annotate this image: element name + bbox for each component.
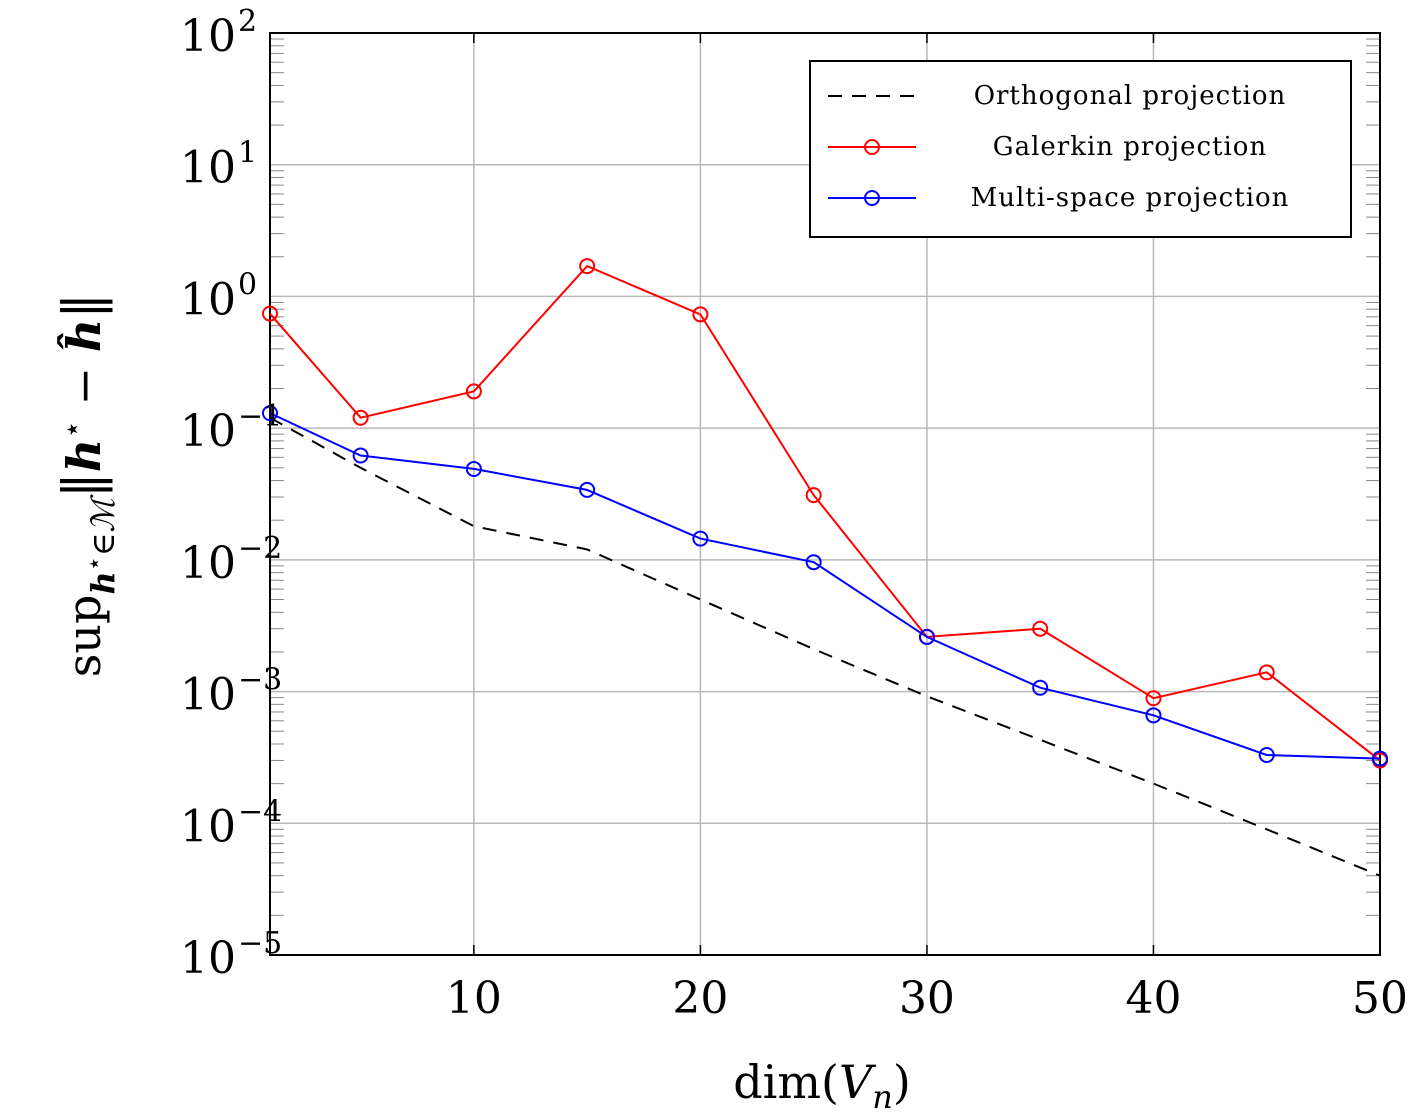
y-tick-exponent: −3 <box>238 663 282 698</box>
y-tick-exponent: 0 <box>238 267 257 302</box>
data-point <box>262 305 278 322</box>
y-tick-exponent: −1 <box>238 399 282 434</box>
data-point <box>1145 707 1162 724</box>
plot-area <box>269 32 1381 956</box>
data-point <box>1372 750 1388 767</box>
legend-marker <box>864 139 880 155</box>
y-tick-label: 10 <box>180 406 236 457</box>
legend-box <box>809 60 1352 238</box>
x-axis-title: dim(Vn) <box>733 1055 911 1116</box>
data-point <box>692 530 709 547</box>
x-axis-tick-labels: 10 20 30 40 50 <box>446 973 1408 1024</box>
y-tick-label: 10 <box>180 538 236 589</box>
data-point <box>1258 746 1275 763</box>
data-point <box>465 460 482 477</box>
y-tick-exponent: −5 <box>238 926 282 961</box>
x-tick-label: 50 <box>1352 973 1408 1024</box>
legend-label: Galerkin projection <box>993 132 1267 162</box>
legend-label: Multi-space projection <box>971 183 1290 213</box>
y-tick-label: 10 <box>180 670 236 721</box>
y-tick-exponent: 1 <box>238 136 257 171</box>
data-point <box>352 447 369 464</box>
series-line-1 <box>269 264 1381 762</box>
x-tick-label: 30 <box>899 973 955 1024</box>
x-tick-label: 10 <box>446 973 502 1024</box>
y-tick-label: 10 <box>180 933 236 984</box>
data-point <box>692 306 709 323</box>
series-lines <box>262 258 1388 877</box>
x-tick-label: 40 <box>1125 973 1181 1024</box>
data-point <box>579 258 596 275</box>
y-axis-title: suph⋆∈ℳ‖h⋆ − ĥ‖ <box>53 293 122 677</box>
y-tick-label: 10 <box>180 143 236 194</box>
data-point <box>262 405 278 422</box>
data-point <box>918 628 935 645</box>
data-point <box>1032 620 1049 637</box>
legend-label: Orthogonal projection <box>974 81 1287 111</box>
series-line-2 <box>269 412 1381 760</box>
y-tick-exponent: 2 <box>238 4 257 39</box>
legend: Orthogonal projection Galerkin projection… <box>809 60 1352 238</box>
data-point <box>352 409 369 426</box>
y-tick-exponent: −4 <box>238 794 282 829</box>
data-point <box>1145 690 1162 707</box>
data-point <box>579 481 596 498</box>
y-tick-exponent: −2 <box>238 531 282 566</box>
svg-text:suph⋆∈ℳ‖h⋆ − ĥ‖: suph⋆∈ℳ‖h⋆ − ĥ‖ <box>53 293 122 677</box>
data-point <box>1258 664 1275 681</box>
data-point <box>805 554 822 571</box>
data-point <box>805 487 822 504</box>
series-line-0 <box>269 416 1381 877</box>
x-tick-label: 20 <box>672 973 728 1024</box>
y-tick-label: 10 <box>180 801 236 852</box>
legend-marker <box>864 190 880 206</box>
data-point <box>465 383 482 400</box>
data-point <box>1032 679 1049 696</box>
y-tick-label: 10 <box>180 274 236 325</box>
y-tick-label: 10 <box>180 11 236 62</box>
